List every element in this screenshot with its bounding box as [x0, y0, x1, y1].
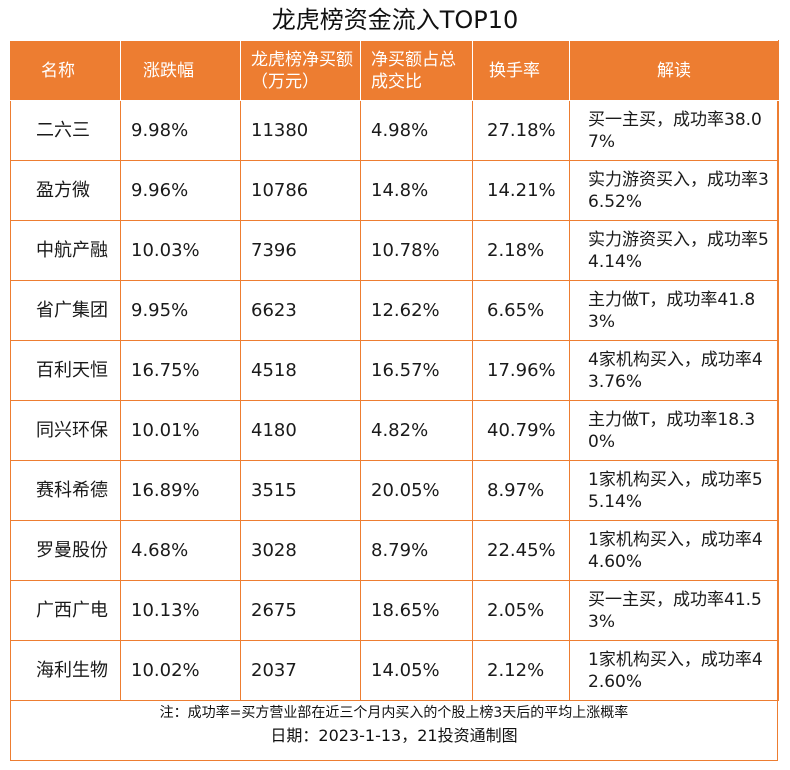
interpretation-cell: 主力做T，成功率41.83% [569, 280, 779, 341]
net-buy-cell: 6623 [240, 280, 361, 341]
net-buy-cell: 2037 [240, 640, 361, 701]
turnover-cell: 27.18% [472, 100, 570, 161]
turnover-cell: 8.97% [472, 460, 570, 521]
turnover-cell: 14.21% [472, 160, 570, 221]
turnover-cell: 40.79% [472, 400, 570, 461]
table-row: 二六三 9.98% 11380 4.98% 27.18% 买一主买，成功率38.07% [10, 100, 779, 161]
table-row: 赛科希德 16.89% 3515 20.05% 8.97% 1家机构买入，成功率55.14… [10, 460, 779, 521]
change-cell: 9.96% [120, 160, 241, 221]
ratio-cell: 10.78% [360, 220, 473, 281]
change-cell: 16.75% [120, 340, 241, 401]
column-header-ratio: 净买额占总成交比 [360, 40, 473, 101]
table-row: 盈方微 9.96% 10786 14.8% 14.21% 实力游资买入，成功率36.52% [10, 160, 779, 221]
stock-name-cell: 二六三 [10, 100, 121, 161]
net-buy-cell: 4180 [240, 400, 361, 461]
stock-name-cell: 赛科希德 [10, 460, 121, 521]
column-header-name: 名称 [10, 40, 121, 101]
ratio-cell: 12.62% [360, 280, 473, 341]
change-cell: 4.68% [120, 520, 241, 581]
turnover-cell: 6.65% [472, 280, 570, 341]
interpretation-cell: 主力做T，成功率18.30% [569, 400, 779, 461]
turnover-cell: 2.12% [472, 640, 570, 701]
table-row: 百利天恒 16.75% 4518 16.57% 17.96% 4家机构买入，成功率43.7… [10, 340, 779, 401]
stock-name-cell: 同兴环保 [10, 400, 121, 461]
column-header-turnover: 换手率 [472, 40, 570, 101]
header-row: 名称 涨跌幅 龙虎榜净买额（万元） 净买额占总成交比 换手率 解读 [10, 40, 779, 101]
ratio-cell: 14.05% [360, 640, 473, 701]
interpretation-cell: 1家机构买入，成功率44.60% [569, 520, 779, 581]
stock-name-cell: 百利天恒 [10, 340, 121, 401]
turnover-cell: 22.45% [472, 520, 570, 581]
stock-name-cell: 省广集团 [10, 280, 121, 341]
ratio-cell: 14.8% [360, 160, 473, 221]
stock-name-cell: 广西广电 [10, 580, 121, 641]
column-header-change: 涨跌幅 [120, 40, 241, 101]
ratio-cell: 20.05% [360, 460, 473, 521]
table-row: 罗曼股份 4.68% 3028 8.79% 22.45% 1家机构买入，成功率44.60% [10, 520, 779, 581]
stock-name-cell: 罗曼股份 [10, 520, 121, 581]
interpretation-cell: 买一主买，成功率38.07% [569, 100, 779, 161]
interpretation-cell: 1家机构买入，成功率42.60% [569, 640, 779, 701]
ratio-cell: 18.65% [360, 580, 473, 641]
dragon-tiger-table: 名称 涨跌幅 龙虎榜净买额（万元） 净买额占总成交比 换手率 解读 二六三 9.9… [10, 40, 779, 701]
change-cell: 9.95% [120, 280, 241, 341]
change-cell: 10.02% [120, 640, 241, 701]
change-cell: 9.98% [120, 100, 241, 161]
table-row: 广西广电 10.13% 2675 18.65% 2.05% 买一主买，成功率41.53% [10, 580, 779, 641]
net-buy-cell: 11380 [240, 100, 361, 161]
interpretation-cell: 4家机构买入，成功率43.76% [569, 340, 779, 401]
page-title: 龙虎榜资金流入TOP10 [271, 6, 519, 34]
ratio-cell: 4.82% [360, 400, 473, 461]
change-cell: 10.13% [120, 580, 241, 641]
interpretation-cell: 1家机构买入，成功率55.14% [569, 460, 779, 521]
stock-name-cell: 海利生物 [10, 640, 121, 701]
turnover-cell: 17.96% [472, 340, 570, 401]
column-header-interpretation: 解读 [569, 40, 779, 101]
table-row: 同兴环保 10.01% 4180 4.82% 40.79% 主力做T，成功率18.30% [10, 400, 779, 461]
net-buy-cell: 10786 [240, 160, 361, 221]
net-buy-cell: 3515 [240, 460, 361, 521]
table-row: 中航产融 10.03% 7396 10.78% 2.18% 实力游资买入，成功率54.14… [10, 220, 779, 281]
change-cell: 10.03% [120, 220, 241, 281]
interpretation-cell: 买一主买，成功率41.53% [569, 580, 779, 641]
net-buy-cell: 3028 [240, 520, 361, 581]
ratio-cell: 8.79% [360, 520, 473, 581]
date-credit: 日期：2023-1-13，21投资通制图 [270, 726, 518, 745]
turnover-cell: 2.18% [472, 220, 570, 281]
net-buy-cell: 2675 [240, 580, 361, 641]
ratio-cell: 4.98% [360, 100, 473, 161]
stock-name-cell: 盈方微 [10, 160, 121, 221]
ratio-cell: 16.57% [360, 340, 473, 401]
column-header-net-buy: 龙虎榜净买额（万元） [240, 40, 361, 101]
table-row: 海利生物 10.02% 2037 14.05% 2.12% 1家机构买入，成功率42.60… [10, 640, 779, 701]
interpretation-cell: 实力游资买入，成功率36.52% [569, 160, 779, 221]
turnover-cell: 2.05% [472, 580, 570, 641]
change-cell: 10.01% [120, 400, 241, 461]
net-buy-cell: 7396 [240, 220, 361, 281]
change-cell: 16.89% [120, 460, 241, 521]
interpretation-cell: 实力游资买入，成功率54.14% [569, 220, 779, 281]
table-footer: 注：成功率=买方营业部在近三个月内买入的个股上榜3天后的平均上涨概率 日期：20… [10, 702, 778, 748]
stock-name-cell: 中航产融 [10, 220, 121, 281]
table-row: 省广集团 9.95% 6623 12.62% 6.65% 主力做T，成功率41.83% [10, 280, 779, 341]
net-buy-cell: 4518 [240, 340, 361, 401]
footnote: 注：成功率=买方营业部在近三个月内买入的个股上榜3天后的平均上涨概率 [159, 705, 629, 721]
